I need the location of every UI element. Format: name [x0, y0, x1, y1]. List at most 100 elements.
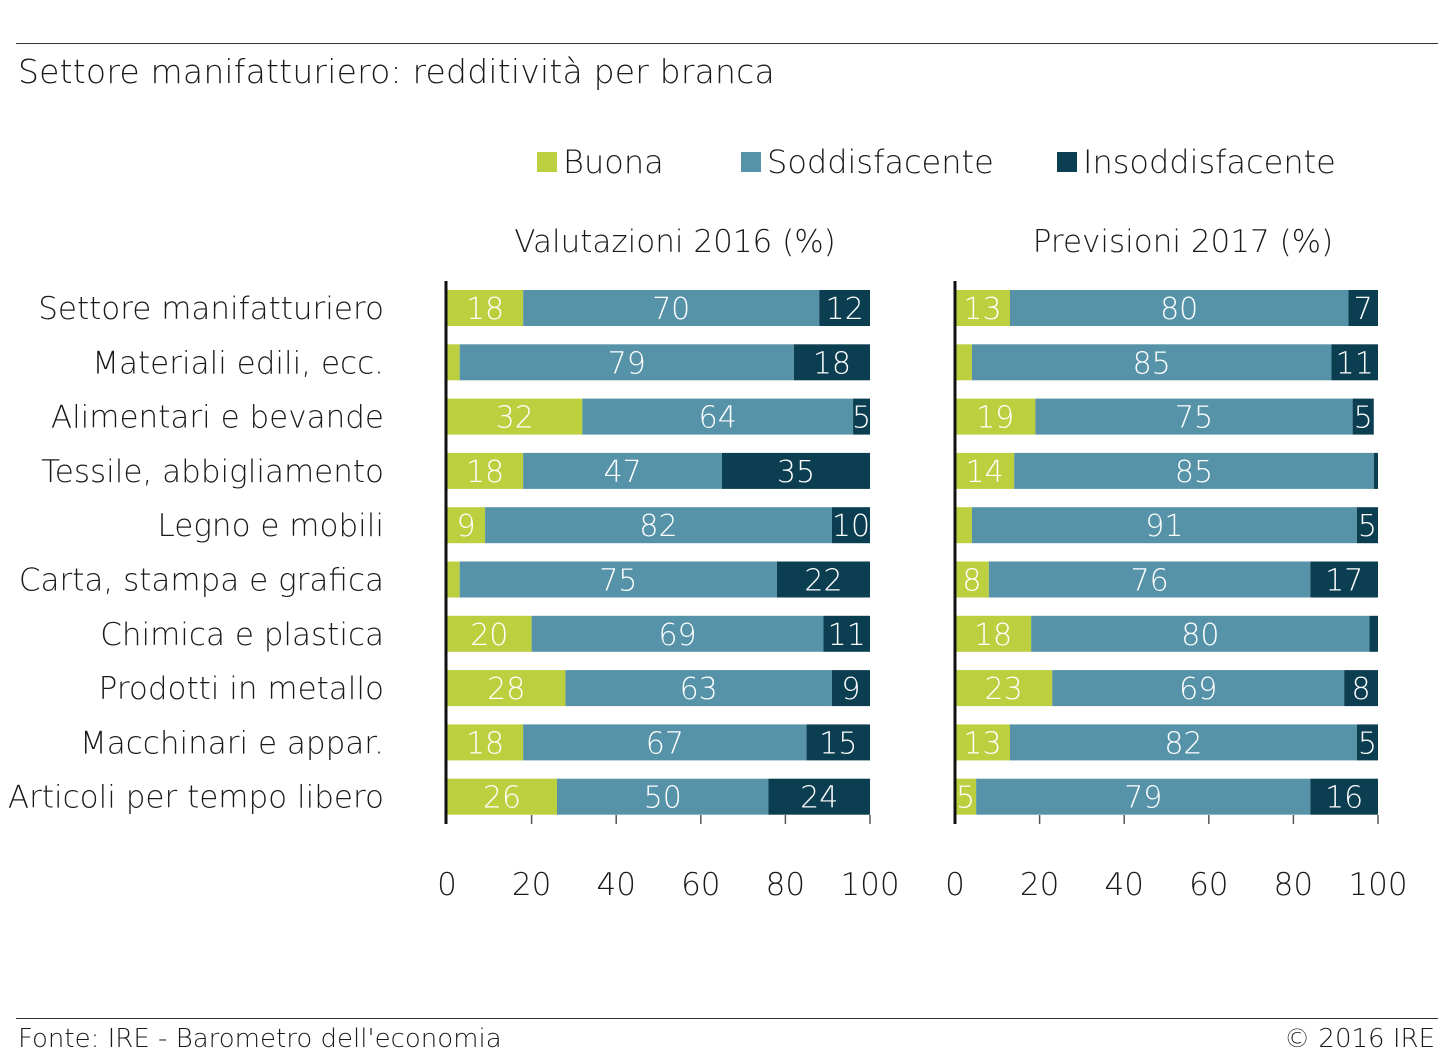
x-tick-label: 100: [840, 867, 899, 903]
bar-segment-buona: [955, 507, 972, 544]
legend-swatch-insoddisfacente: [1057, 152, 1077, 172]
bar-value-label: 82: [1164, 726, 1202, 761]
x-tick-label: 40: [596, 867, 635, 903]
legend-swatch-buona: [537, 152, 557, 172]
bar-segment-soddisfacente: [459, 344, 794, 381]
legend: Buona Soddisfacente Insoddisfacente: [0, 140, 1443, 184]
bar-value-label: 18: [466, 726, 504, 761]
bar-segment-soddisfacente: [582, 398, 854, 435]
bar-value-label: 47: [603, 455, 641, 490]
category-label: Prodotti in metallo: [99, 671, 384, 707]
bar-value-label: 63: [680, 672, 718, 707]
footer-source: Fonte: IRE - Barometro dell'economia: [18, 1024, 502, 1054]
bar-segment-insoddisfacente: [853, 398, 870, 435]
legend-label-insoddisfacente: Insoddisfacente: [1083, 143, 1336, 181]
bar-segment-buona: [955, 670, 1053, 707]
bar-value-label: 13: [963, 726, 1001, 761]
bar-segment-insoddisfacente: [721, 452, 870, 489]
bar-segment-soddisfacente: [1052, 670, 1345, 707]
bar-value-label: 5: [956, 781, 975, 816]
panel-title: Previsioni 2017 (%): [1033, 224, 1333, 260]
chart-title: Settore manifatturiero: redditività per …: [18, 52, 775, 91]
bar-value-label: 22: [804, 564, 842, 599]
bar-value-label: 18: [974, 618, 1012, 653]
bar-value-label: 9: [456, 509, 475, 544]
legend-item-insoddisfacente: Insoddisfacente: [1057, 140, 1336, 184]
bar-value-label: 28: [487, 672, 525, 707]
bar-segment-buona: [955, 615, 1032, 652]
bar-value-label: 16: [1325, 781, 1363, 816]
bar-segment-insoddisfacente: [823, 615, 870, 652]
bar-segment-insoddisfacente: [819, 290, 870, 326]
category-label: Tessile, abbigliamento: [41, 454, 384, 490]
x-tick-label: 60: [1189, 867, 1228, 903]
bar-value-label: 19: [976, 401, 1014, 436]
bar-segment-insoddisfacente: [1310, 561, 1378, 598]
bar-value-label: 7: [1354, 292, 1373, 327]
legend-item-buona: Buona: [537, 140, 664, 184]
bar-segment-soddisfacente: [523, 290, 820, 326]
bar-segment-insoddisfacente: [831, 507, 870, 544]
bar-value-label: 24: [800, 781, 838, 816]
category-label: Macchinari e appar.: [80, 725, 384, 761]
bar-segment-buona: [955, 290, 1010, 326]
bar-value-label: 9: [841, 672, 860, 707]
category-label: Articoli per tempo libero: [8, 780, 384, 816]
bar-segment-buona: [447, 615, 532, 652]
bar-value-label: 5: [852, 401, 871, 436]
bar-value-label: 69: [1179, 672, 1217, 707]
bar-segment-soddisfacente: [976, 778, 1311, 815]
bar-value-label: 50: [644, 781, 682, 816]
bar-segment-insoddisfacente: [806, 724, 870, 761]
bar-segment-soddisfacente: [523, 452, 722, 489]
bar-segment-insoddisfacente: [1352, 398, 1374, 435]
bar-value-label: 5: [1358, 726, 1377, 761]
bar-segment-soddisfacente: [556, 778, 769, 815]
bar-segment-buona: [955, 561, 989, 598]
bar-segment-soddisfacente: [523, 724, 807, 761]
bar-segment-buona: [955, 778, 977, 815]
bar-value-label: 80: [1181, 618, 1219, 653]
footer-copyright: © 2016 IRE: [1284, 1024, 1435, 1054]
bar-value-label: 79: [1124, 781, 1162, 816]
bar-segment-insoddisfacente: [1348, 290, 1378, 326]
bar-value-label: 85: [1133, 346, 1171, 381]
bar-segment-buona: [955, 398, 1036, 435]
x-tick-label: 60: [681, 867, 720, 903]
bar-value-label: 18: [813, 346, 851, 381]
bar-segment-insoddisfacente: [1356, 507, 1378, 544]
legend-swatch-soddisfacente: [741, 152, 761, 172]
bar-value-label: 32: [496, 401, 534, 436]
bar-value-label: 10: [832, 509, 870, 544]
bar-segment-soddisfacente: [1009, 290, 1349, 326]
bar-segment-buona: [955, 344, 972, 381]
top-rule: [16, 43, 1438, 44]
bar-segment-soddisfacente: [971, 507, 1357, 544]
bar-value-label: 82: [639, 509, 677, 544]
panel-title: Valutazioni 2016 (%): [514, 224, 836, 260]
bar-segment-insoddisfacente: [1373, 452, 1378, 489]
bar-segment-buona: [447, 561, 460, 598]
bar-value-label: 91: [1145, 509, 1183, 544]
legend-label-soddisfacente: Soddisfacente: [767, 143, 994, 181]
bar-value-label: 8: [962, 564, 981, 599]
bar-segment-buona: [447, 452, 524, 489]
bar-value-label: 11: [828, 618, 866, 653]
category-label: Carta, stampa e grafica: [19, 563, 384, 599]
bar-value-label: 85: [1175, 455, 1213, 490]
bar-value-label: 11: [1336, 346, 1374, 381]
bar-segment-soddisfacente: [988, 561, 1311, 598]
category-label: Chimica e plastica: [100, 617, 384, 653]
bar-value-label: 75: [1175, 401, 1213, 436]
x-tick-label: 20: [512, 867, 551, 903]
bar-value-label: 8: [1352, 672, 1371, 707]
bar-segment-buona: [447, 507, 486, 544]
bar-value-label: 70: [652, 292, 690, 327]
bar-segment-buona: [447, 290, 524, 326]
bar-segment-insoddisfacente: [1344, 670, 1378, 707]
bar-value-label: 18: [466, 292, 504, 327]
legend-item-soddisfacente: Soddisfacente: [741, 140, 994, 184]
bar-value-label: 5: [1358, 509, 1377, 544]
x-tick-label: 80: [1274, 867, 1313, 903]
bar-value-label: 5: [1354, 401, 1373, 436]
